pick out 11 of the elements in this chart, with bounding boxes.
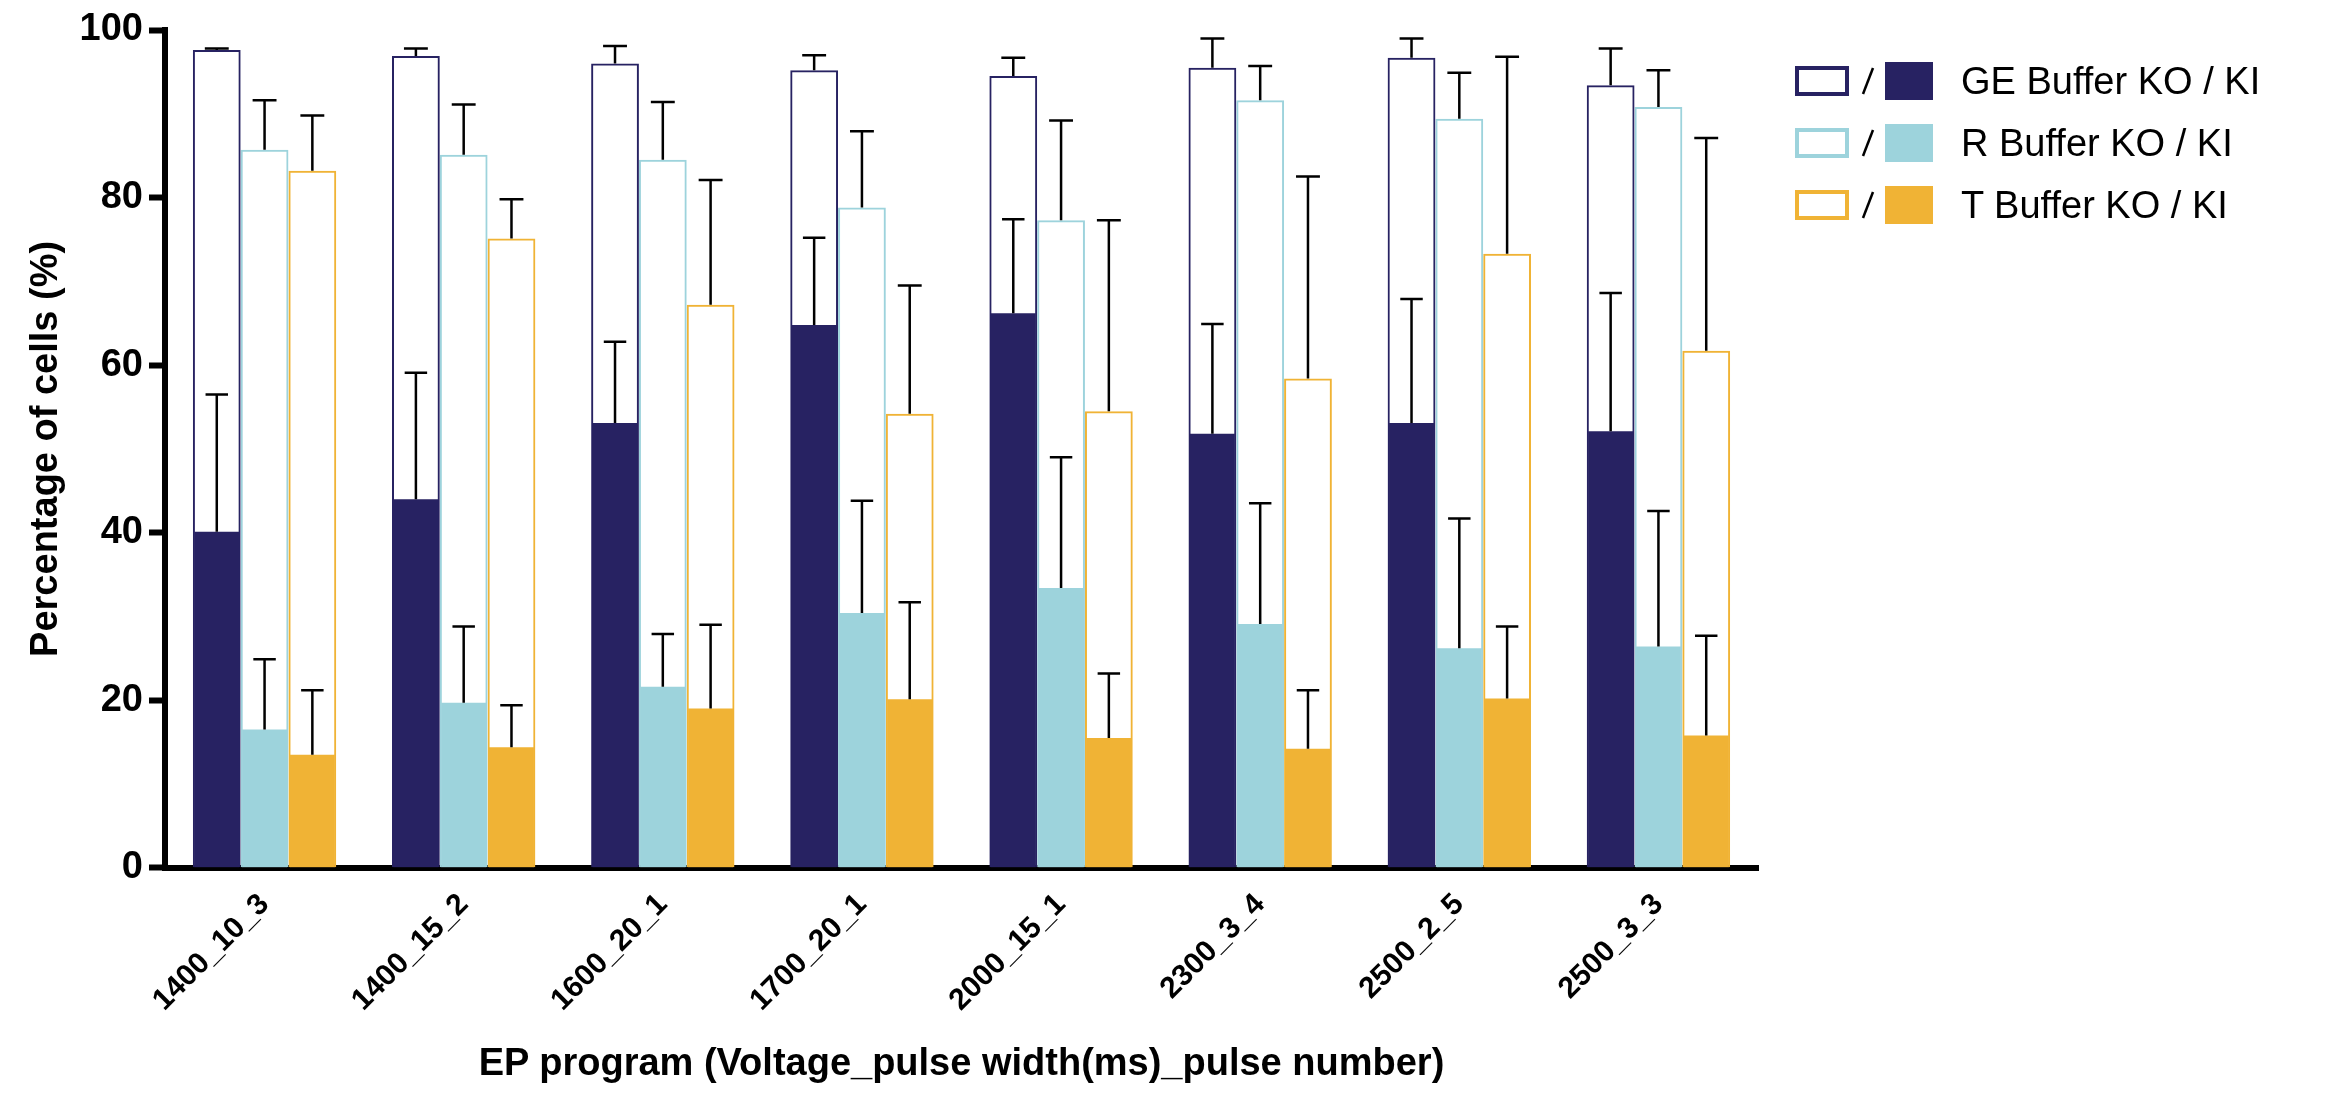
y-tick-label: 40 [100, 509, 143, 552]
y-tick-label: 80 [100, 174, 143, 217]
legend-label: GE Buffer KO / KI [1961, 59, 2261, 103]
y-axis-title: Percentage of cells (%) [23, 240, 66, 657]
legend-label: T Buffer KO / KI [1961, 183, 2228, 227]
legend-label: R Buffer KO / KI [1961, 121, 2233, 165]
y-tick-label: 0 [121, 844, 143, 887]
y-tick-label: 20 [100, 676, 143, 719]
x-axis-title: EP program (Voltage_pulse width(ms)_pulse number) [478, 1040, 1445, 1083]
y-tick-label: 60 [100, 341, 143, 384]
y-tick-label: 100 [79, 6, 143, 49]
